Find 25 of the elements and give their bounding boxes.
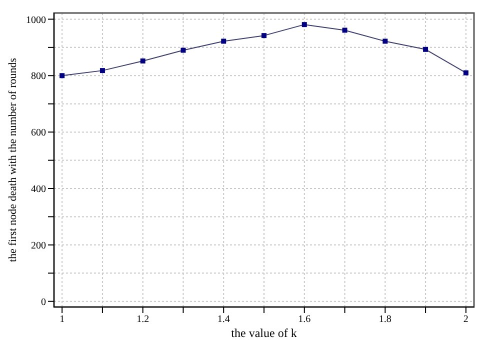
y-tick-label: 800 [31,71,46,82]
point [423,46,428,52]
y-tick-label: 600 [31,128,46,139]
point [60,73,65,78]
x-tick-label: 1 [60,314,65,326]
point [382,38,388,44]
y-tick-label: 400 [31,184,46,196]
x-tick-label: 2 [463,314,468,326]
y-tick-label: 1000 [26,14,46,26]
point [221,38,226,44]
point [302,22,307,28]
point [180,48,186,53]
x-tick-label: 1.2 [136,314,150,326]
point [100,68,105,74]
x-axis-title: the value of k [231,326,297,340]
point [140,58,146,64]
x-tick-label: 1.6 [298,314,311,326]
y-tick-label: 200 [31,240,46,252]
y-tick-label: 0 [41,296,46,308]
x-tick-label: 1.4 [217,314,230,326]
y-axis-title: the first node death with the number of rounds [6,58,19,262]
point [463,70,468,76]
x-tick-label: 1.8 [378,314,392,326]
point [342,28,348,33]
point [262,33,266,38]
